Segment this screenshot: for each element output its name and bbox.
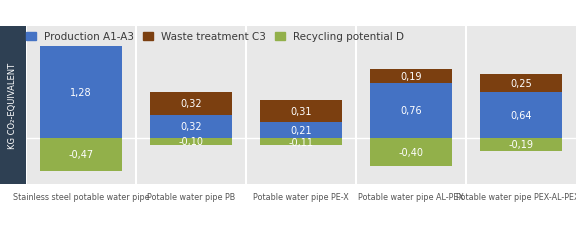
Text: 0,25: 0,25: [510, 78, 532, 88]
Bar: [370, 83, 452, 138]
Bar: [370, 138, 452, 166]
Bar: [40, 46, 122, 138]
Text: 0,31: 0,31: [290, 107, 312, 117]
Text: -0,19: -0,19: [509, 140, 533, 150]
Text: -0,40: -0,40: [399, 147, 423, 157]
Text: -0,47: -0,47: [69, 150, 93, 160]
Bar: [260, 123, 342, 138]
Bar: [150, 138, 232, 145]
Legend: Production A1-A3, Waste treatment C3, Recycling potential D: Production A1-A3, Waste treatment C3, Re…: [25, 32, 404, 42]
Bar: [40, 138, 122, 172]
Bar: [150, 115, 232, 138]
Bar: [480, 74, 562, 92]
Text: 0,32: 0,32: [180, 99, 202, 109]
Text: -0,11: -0,11: [289, 137, 313, 147]
Bar: [480, 92, 562, 138]
Bar: [480, 138, 562, 152]
Bar: [150, 92, 232, 115]
Bar: [260, 101, 342, 123]
Bar: [370, 70, 452, 83]
Text: 0,19: 0,19: [400, 72, 422, 82]
Text: -0,10: -0,10: [179, 137, 203, 146]
Text: 0,76: 0,76: [400, 106, 422, 116]
Text: 1,28: 1,28: [70, 87, 92, 97]
Text: KG CO₂-EQUIVALENT: KG CO₂-EQUIVALENT: [9, 63, 17, 149]
Bar: [260, 138, 342, 146]
Text: 0,21: 0,21: [290, 126, 312, 135]
Text: 0,64: 0,64: [510, 110, 532, 120]
Text: 0,32: 0,32: [180, 122, 202, 131]
